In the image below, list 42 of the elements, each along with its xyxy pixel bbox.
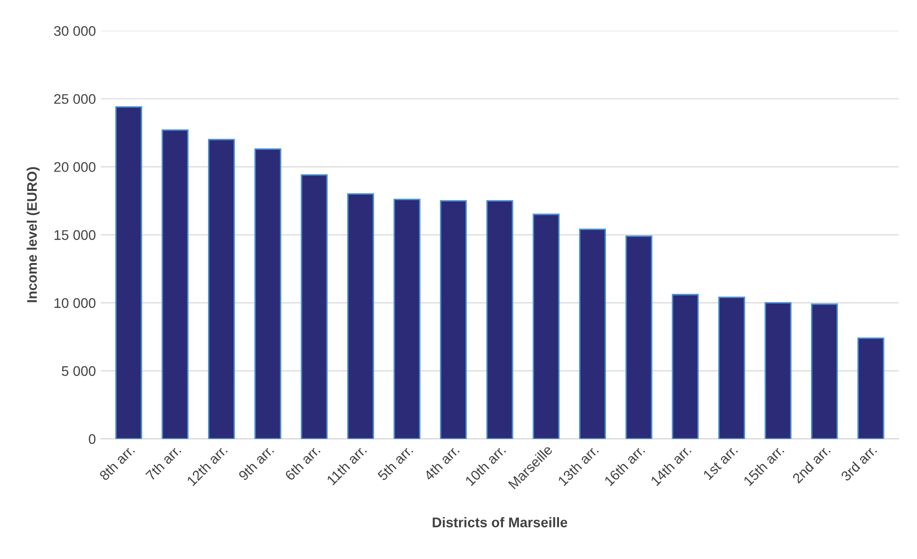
y-tick-label: 20 000 xyxy=(54,162,96,172)
x-tick-label: 11th arr. xyxy=(326,444,367,486)
x-tick-label: 5th arr. xyxy=(376,444,414,482)
bar xyxy=(162,129,189,439)
bar xyxy=(115,106,142,439)
bar xyxy=(300,174,328,439)
x-tick-label: 8th arr. xyxy=(98,444,136,482)
y-tick-label: 10 000 xyxy=(54,298,96,308)
bar xyxy=(718,296,746,439)
y-tick-label: 15 000 xyxy=(54,230,96,240)
x-tick-label: 1st arr. xyxy=(702,444,738,480)
y-axis-title: Income level (EURO) xyxy=(26,167,40,302)
bar xyxy=(625,235,652,439)
x-tick-label: 15th arr. xyxy=(742,444,784,486)
y-tick-label: 30 000 xyxy=(54,26,96,36)
bar xyxy=(810,303,838,439)
x-tick-label: 2nd arr. xyxy=(792,444,831,484)
y-tick-label: 0 xyxy=(88,434,96,444)
x-tick-label: 14th arr. xyxy=(650,444,692,486)
bar xyxy=(254,148,282,439)
bar xyxy=(672,294,699,439)
bar xyxy=(208,138,235,439)
bar xyxy=(440,200,467,439)
y-tick-label: 5 000 xyxy=(62,366,96,376)
x-tick-label: 12th arr. xyxy=(186,444,228,486)
bar xyxy=(764,302,792,439)
bar xyxy=(857,337,884,439)
bar xyxy=(579,228,606,439)
x-axis-title: Districts of Marseille xyxy=(432,517,568,528)
x-tick-label: 7th arr. xyxy=(145,444,182,481)
x-tick-label: 10th arr. xyxy=(464,444,506,486)
bar xyxy=(486,200,514,439)
x-tick-label: 6th arr. xyxy=(284,444,321,481)
bar xyxy=(347,193,374,439)
bar xyxy=(532,214,560,439)
y-tick-label: 25 000 xyxy=(54,94,96,104)
x-tick-label: 3rd arr. xyxy=(840,444,878,482)
x-tick-label: 13th arr. xyxy=(557,444,599,486)
x-tick-label: 4th arr. xyxy=(423,444,460,482)
bar xyxy=(394,198,420,439)
x-tick-label: 9th arr. xyxy=(238,444,274,481)
x-tick-label: 16th arr. xyxy=(604,444,646,486)
